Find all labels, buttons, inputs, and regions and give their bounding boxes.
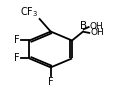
Text: CF$_3$: CF$_3$ bbox=[20, 5, 38, 19]
Text: F: F bbox=[14, 53, 20, 63]
Text: OH: OH bbox=[90, 22, 104, 31]
Text: B: B bbox=[80, 21, 87, 31]
Text: F: F bbox=[48, 77, 54, 87]
Text: F: F bbox=[14, 36, 20, 45]
Text: OH: OH bbox=[90, 28, 104, 37]
